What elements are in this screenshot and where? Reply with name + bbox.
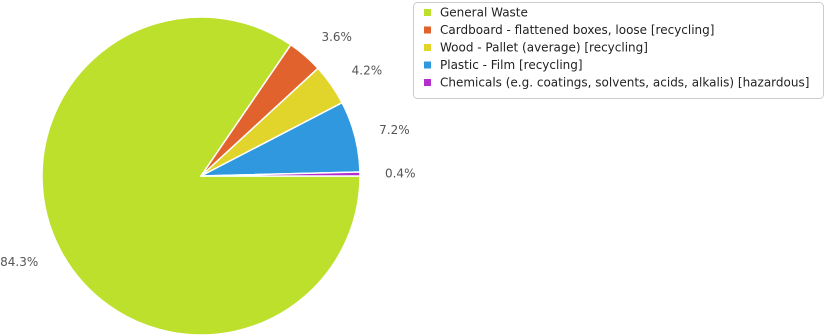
legend-label[interactable]: Plastic - Film [recycling] — [440, 58, 583, 72]
pie-percentage-labels: 84.3% 3.6% 4.2% 7.2% 0.4% — [0, 30, 415, 269]
legend-swatch — [424, 79, 431, 86]
legend: General Waste Cardboard - flattened boxes… — [413, 2, 824, 99]
legend-label[interactable]: Wood - Pallet (average) [recycling] — [440, 41, 648, 55]
legend-label[interactable]: Chemicals (e.g. coatings, solvents, acid… — [440, 76, 809, 90]
legend-swatch — [424, 26, 431, 34]
slice-percentage-label: 0.4% — [385, 167, 416, 181]
slice-percentage-label: 4.2% — [352, 63, 383, 77]
slice-percentage-label: 3.6% — [321, 30, 352, 44]
pie-slice — [200, 171, 361, 177]
legend-label[interactable]: Cardboard - flattened boxes, loose [recy… — [440, 23, 714, 37]
slice-percentage-label: 84.3% — [0, 255, 38, 269]
legend-swatch — [424, 9, 431, 16]
legend-swatch — [424, 44, 431, 51]
legend-swatch — [424, 61, 431, 69]
pie-slices — [41, 16, 361, 335]
slice-percentage-label: 7.2% — [379, 123, 410, 137]
legend-label[interactable]: General Waste — [440, 6, 528, 20]
legend-box — [413, 2, 824, 99]
